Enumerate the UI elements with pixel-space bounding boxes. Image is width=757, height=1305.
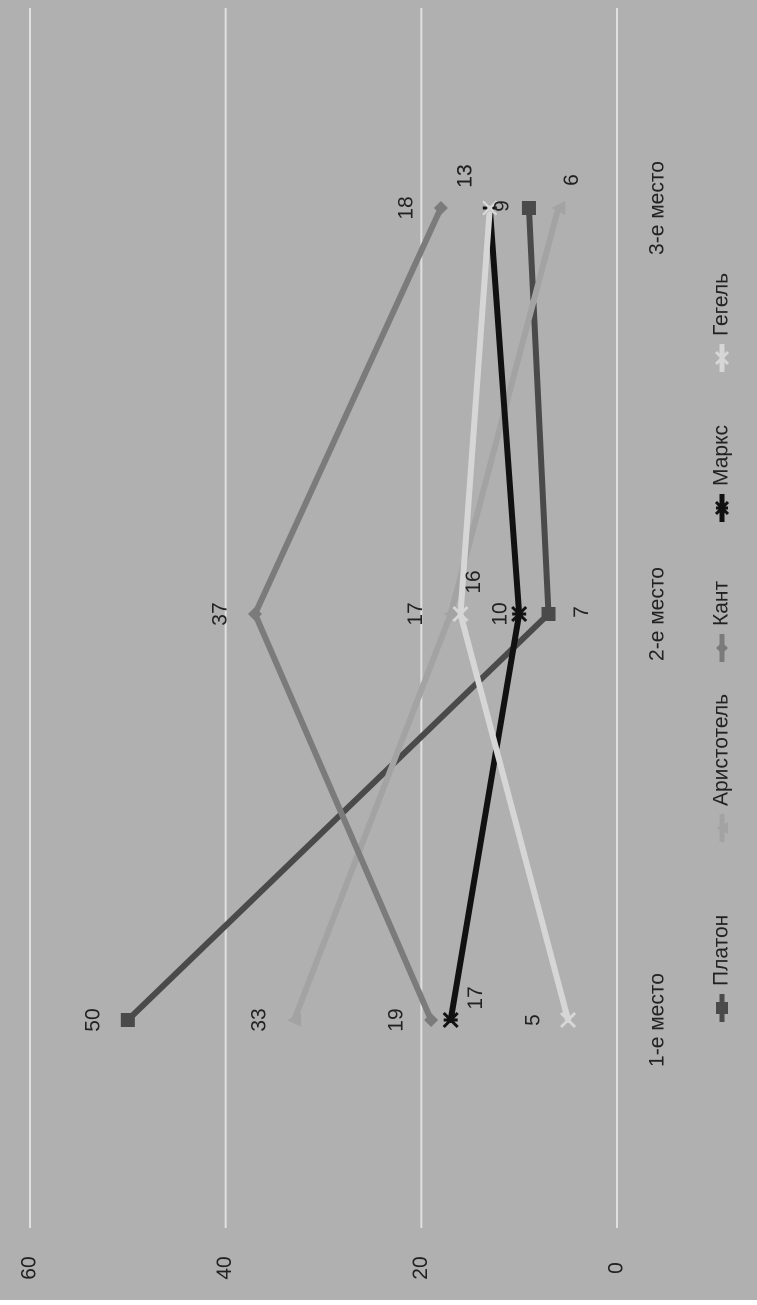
- data-point-1-1: [443, 607, 458, 621]
- data-label: 50: [81, 1008, 104, 1031]
- y-tick-label: 40: [213, 1256, 236, 1279]
- legend-label: Платон: [710, 915, 733, 986]
- legend-item-1: Аристотель: [710, 694, 733, 842]
- gridlines: [29, 8, 618, 1228]
- data-point-1-0: [287, 1013, 302, 1027]
- data-point-0-2: [521, 201, 536, 215]
- legend-label: Гегель: [710, 273, 733, 336]
- legend-label: Кант: [710, 580, 733, 626]
- data-label: 17: [404, 602, 427, 625]
- data-point-2-0: [424, 1013, 439, 1027]
- data-label: 18: [394, 196, 417, 219]
- data-point-2-1: [248, 607, 263, 621]
- legend-item-4: Гегель: [710, 273, 733, 372]
- x-category-label: 1-е место: [646, 973, 669, 1067]
- data-point-3-1: [511, 605, 528, 623]
- x-category-label: 3-е место: [646, 161, 669, 255]
- data-label: 6: [560, 174, 583, 186]
- data-point-1-2: [551, 201, 566, 215]
- data-point-0-1: [541, 607, 556, 621]
- legend-item-0: Платон: [710, 915, 733, 1022]
- data-label: 33: [248, 1008, 271, 1031]
- data-label: 37: [209, 602, 232, 625]
- y-axis-ticks: 0 20 40 60: [18, 1256, 628, 1279]
- legend-item-3: Маркс: [710, 425, 733, 522]
- data-label: 19: [385, 1008, 408, 1031]
- y-tick-label: 0: [605, 1262, 628, 1274]
- data-point-4-2: [481, 199, 498, 217]
- data-label: 7: [570, 606, 593, 618]
- data-label: 13: [453, 164, 476, 187]
- data-label: 9: [490, 200, 513, 212]
- legend-swatch-marker: [714, 500, 730, 516]
- data-label: 13: [453, 164, 476, 187]
- data-point-2-2: [433, 201, 448, 215]
- data-point-4-2-stroke: [481, 199, 498, 217]
- data-label: 17: [464, 986, 487, 1009]
- legend-swatch-marker: [716, 822, 728, 834]
- legend-swatch-marker: [714, 350, 730, 366]
- data-label: 16: [462, 570, 485, 593]
- legend-item-2: Кант: [710, 580, 733, 662]
- data-point-3-0: [442, 1011, 459, 1029]
- data-point-4-0: [560, 1011, 577, 1029]
- y-tick-label: 20: [409, 1256, 432, 1279]
- data-point-4-1-stroke: [452, 605, 469, 623]
- x-category-label: 2-е место: [646, 567, 669, 661]
- legend-swatch-marker-stroke: [714, 350, 730, 366]
- legend-swatch-marker: [716, 642, 728, 654]
- data-label: 10: [489, 602, 512, 625]
- series-markers: [120, 199, 577, 1029]
- data-point-4-0-stroke: [560, 1011, 577, 1029]
- data-label: 5: [522, 1014, 545, 1026]
- legend-label: Маркс: [710, 425, 733, 486]
- legend: Платон Аристотель Кант Маркс Гегель: [710, 273, 733, 1022]
- data-point-0-0: [120, 1013, 135, 1027]
- legend-swatch-marker: [716, 1002, 728, 1014]
- y-tick-label: 60: [18, 1256, 41, 1279]
- legend-label: Аристотель: [710, 694, 733, 806]
- data-point-4-1: [452, 605, 469, 623]
- x-axis-categories: 1-е место 2-е место 3-е место: [646, 161, 669, 1067]
